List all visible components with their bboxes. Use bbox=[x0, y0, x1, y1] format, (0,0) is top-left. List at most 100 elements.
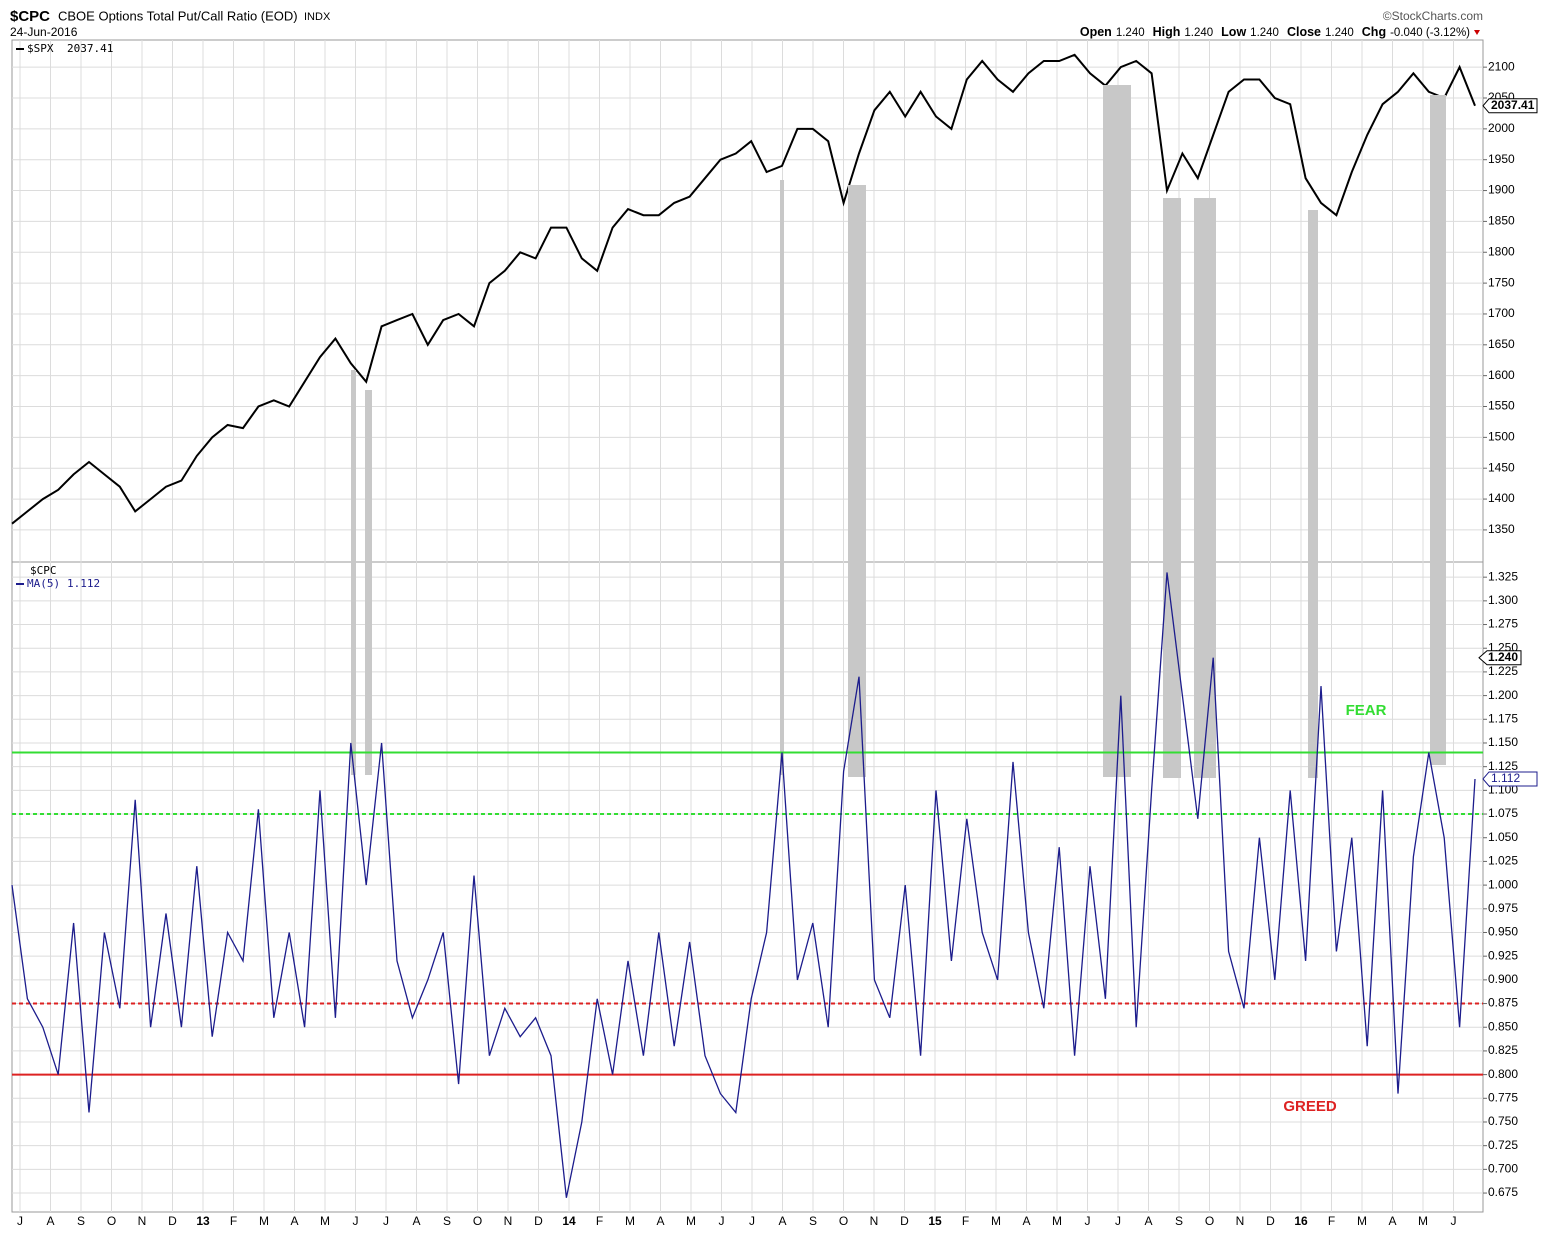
y-tick-label: 1700 bbox=[1488, 306, 1515, 320]
x-tick-label: S bbox=[1175, 1214, 1183, 1228]
x-tick-label: S bbox=[77, 1214, 85, 1228]
band bbox=[351, 370, 356, 775]
quote-value: 1.240 bbox=[1325, 27, 1354, 39]
y-tick-label: 1.050 bbox=[1488, 830, 1518, 844]
x-tick-label: 14 bbox=[562, 1214, 576, 1228]
x-tick-label: M bbox=[1418, 1214, 1428, 1228]
x-tick-label: M bbox=[1357, 1214, 1367, 1228]
x-tick-label: F bbox=[230, 1214, 237, 1228]
x-tick-label: F bbox=[1328, 1214, 1335, 1228]
legend-value: 2037.41 bbox=[67, 42, 113, 55]
band bbox=[1430, 95, 1446, 765]
y-tick-label: 1950 bbox=[1488, 152, 1515, 166]
y-tick-label: 2000 bbox=[1488, 121, 1515, 135]
y-tick-label: 1.325 bbox=[1488, 569, 1518, 583]
x-tick-label: N bbox=[870, 1214, 879, 1228]
band bbox=[1163, 198, 1181, 778]
x-tick-label: A bbox=[290, 1214, 298, 1228]
y-tick-label: 1.225 bbox=[1488, 664, 1518, 678]
y-tick-label: 1800 bbox=[1488, 244, 1515, 258]
y-tick-label: 0.975 bbox=[1488, 901, 1518, 915]
y-tick-label: 0.875 bbox=[1488, 996, 1518, 1010]
y-tick-label: 1.150 bbox=[1488, 735, 1518, 749]
quote-label: Open bbox=[1080, 25, 1112, 39]
x-tick-label: N bbox=[138, 1214, 147, 1228]
y-tick-label: 0.700 bbox=[1488, 1162, 1518, 1176]
x-tick-label: S bbox=[809, 1214, 817, 1228]
highlight-bands bbox=[351, 85, 1446, 778]
y-tick-label: 1600 bbox=[1488, 368, 1515, 382]
quote-label: Close bbox=[1287, 25, 1321, 39]
y-tick-label: 1500 bbox=[1488, 430, 1515, 444]
quote-value: -0.040 (-3.12%) bbox=[1390, 27, 1470, 39]
x-tick-label: A bbox=[656, 1214, 664, 1228]
y-tick-label: 0.950 bbox=[1488, 925, 1518, 939]
x-tick-label: M bbox=[625, 1214, 635, 1228]
series-line bbox=[11, 572, 1476, 1198]
y-tick-label: 0.925 bbox=[1488, 948, 1518, 962]
x-tick-label: A bbox=[46, 1214, 54, 1228]
x-tick-label: M bbox=[686, 1214, 696, 1228]
quote-label: Low bbox=[1221, 25, 1246, 39]
x-tick-label: D bbox=[1266, 1214, 1275, 1228]
x-tick-label: A bbox=[778, 1214, 786, 1228]
x-tick-label: J bbox=[353, 1214, 359, 1228]
date: 24-Jun-2016 bbox=[10, 25, 78, 39]
y-tick-label: 1.025 bbox=[1488, 854, 1518, 868]
y-tick-label: 1400 bbox=[1488, 491, 1515, 505]
price-tag bbox=[1482, 771, 1538, 787]
price-tag-label: 1.112 bbox=[1491, 771, 1520, 785]
x-tick-label: O bbox=[1205, 1214, 1214, 1228]
y-tick-label: 0.800 bbox=[1488, 1067, 1518, 1081]
band bbox=[365, 390, 372, 775]
y-tick-label: 1450 bbox=[1488, 460, 1515, 474]
close-tag-label: 1.240 bbox=[1488, 650, 1518, 664]
x-tick-label: N bbox=[1236, 1214, 1245, 1228]
x-tick-label: O bbox=[473, 1214, 482, 1228]
x-tick-label: A bbox=[1144, 1214, 1152, 1228]
y-tick-label: 1550 bbox=[1488, 399, 1515, 413]
quote-value: 1.240 bbox=[1250, 27, 1279, 39]
y-tick-label: 1.075 bbox=[1488, 806, 1518, 820]
y-tick-label: 1.000 bbox=[1488, 877, 1518, 891]
exchange: INDX bbox=[304, 11, 331, 23]
band bbox=[1308, 210, 1318, 778]
y-tick-label: 1.125 bbox=[1488, 759, 1518, 773]
x-tick-label: J bbox=[749, 1214, 755, 1228]
price-tag bbox=[1482, 98, 1538, 114]
price-tag-label: 2037.41 bbox=[1491, 98, 1535, 112]
y-tick-label: 0.675 bbox=[1488, 1185, 1518, 1199]
y-tick-label: 1.175 bbox=[1488, 711, 1518, 725]
x-tick-label: 13 bbox=[196, 1214, 210, 1228]
x-tick-label: J bbox=[17, 1214, 23, 1228]
x-tick-label: D bbox=[534, 1214, 543, 1228]
x-tick-label: M bbox=[1052, 1214, 1062, 1228]
plot-frame bbox=[11, 39, 1484, 1213]
y-tick-label: 1.300 bbox=[1488, 593, 1518, 607]
x-tick-label: 16 bbox=[1294, 1214, 1308, 1228]
annotation: FEAR bbox=[1346, 702, 1387, 719]
x-tick-label: D bbox=[900, 1214, 909, 1228]
legend-name: $SPX bbox=[27, 42, 54, 55]
band bbox=[1103, 85, 1131, 777]
x-tick-label: 15 bbox=[928, 1214, 942, 1228]
y-tick-label: 0.825 bbox=[1488, 1043, 1518, 1057]
x-tick-label: M bbox=[320, 1214, 330, 1228]
series-line bbox=[11, 53, 1476, 525]
y-tick-label: 1750 bbox=[1488, 275, 1515, 289]
x-tick-label: J bbox=[1085, 1214, 1091, 1228]
x-tick-label: M bbox=[991, 1214, 1001, 1228]
band bbox=[848, 185, 866, 777]
x-tick-label: J bbox=[383, 1214, 389, 1228]
x-tick-label: S bbox=[443, 1214, 451, 1228]
symbol: $CPC bbox=[10, 8, 50, 25]
close-tag bbox=[1478, 650, 1522, 666]
x-tick-label: F bbox=[962, 1214, 969, 1228]
band bbox=[1194, 198, 1216, 778]
x-tick-label: A bbox=[412, 1214, 420, 1228]
y-tick-label: 0.775 bbox=[1488, 1090, 1518, 1104]
x-tick-label: O bbox=[107, 1214, 116, 1228]
y-tick-label: 1350 bbox=[1488, 522, 1515, 536]
x-tick-label: D bbox=[168, 1214, 177, 1228]
